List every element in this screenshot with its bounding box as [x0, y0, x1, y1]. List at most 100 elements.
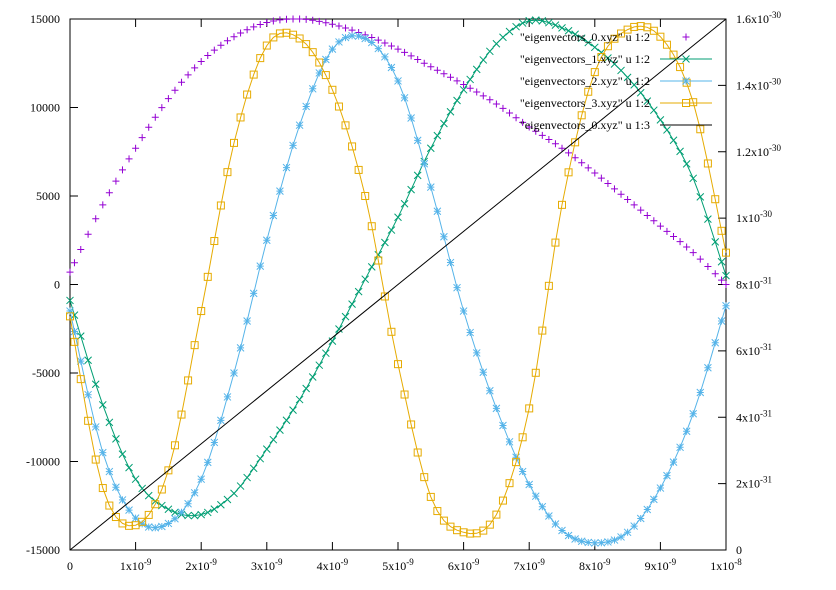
data-point	[656, 32, 665, 41]
data-point	[558, 526, 566, 535]
data-point	[472, 349, 481, 357]
data-point	[459, 307, 468, 315]
data-point	[164, 519, 173, 528]
data-point	[125, 506, 133, 514]
data-point	[505, 479, 514, 488]
data-point	[76, 375, 85, 384]
y2-tick-label: 8x10-31	[736, 276, 772, 292]
data-point	[453, 96, 461, 105]
data-point	[328, 337, 337, 345]
data-point	[177, 410, 186, 419]
data-point	[718, 276, 726, 284]
data-point	[401, 48, 409, 56]
data-point	[387, 42, 395, 50]
data-point	[656, 222, 664, 230]
x-tick-label: 5x10-9	[382, 557, 414, 573]
data-point	[367, 263, 376, 271]
data-point	[151, 500, 160, 509]
data-point	[217, 41, 225, 49]
data-point	[361, 192, 370, 200]
data-point	[446, 73, 454, 81]
data-point	[512, 453, 520, 462]
data-point	[308, 48, 317, 57]
data-point	[164, 505, 173, 514]
data-point	[223, 168, 232, 177]
data-point	[650, 217, 658, 225]
data-point	[492, 39, 501, 48]
data-point	[91, 423, 100, 431]
data-point	[676, 238, 684, 246]
data-point	[499, 421, 507, 430]
data-point	[210, 46, 218, 54]
legend-marker	[682, 99, 690, 107]
data-point	[446, 107, 455, 116]
data-point	[289, 141, 297, 150]
data-point	[66, 312, 74, 321]
data-point	[230, 489, 238, 498]
data-point	[669, 136, 678, 145]
data-point	[197, 475, 206, 484]
legend-label: "eigenvectors_0.xyz" u 1:2	[520, 30, 650, 44]
data-point	[321, 55, 330, 64]
y2-tick-label: 2x10-31	[736, 475, 772, 491]
series-0	[66, 15, 730, 288]
y-tick-label: 0	[54, 278, 60, 292]
data-point	[348, 300, 356, 308]
data-point	[407, 420, 416, 429]
data-point	[381, 238, 389, 247]
data-point	[565, 149, 573, 157]
data-point	[427, 63, 435, 71]
data-point	[144, 523, 153, 531]
data-point	[98, 448, 107, 457]
data-point	[354, 287, 363, 296]
data-point	[591, 169, 599, 177]
data-point	[315, 361, 324, 370]
data-point	[512, 22, 520, 31]
data-point	[603, 42, 612, 51]
data-point	[321, 71, 330, 80]
data-point	[649, 495, 658, 504]
data-point	[289, 15, 297, 23]
y-tick-label: -5000	[32, 366, 60, 380]
data-point	[249, 70, 258, 79]
data-point	[302, 102, 311, 111]
data-point	[577, 111, 586, 120]
data-point	[203, 508, 212, 517]
data-point	[446, 258, 455, 267]
data-point	[669, 458, 678, 466]
data-point	[597, 538, 606, 547]
x-tick-label: 2x10-9	[185, 557, 217, 573]
data-point	[171, 86, 179, 94]
data-point	[704, 215, 712, 223]
series-line	[69, 18, 727, 551]
data-point	[112, 177, 120, 185]
data-point	[623, 528, 632, 537]
data-point	[77, 246, 85, 254]
data-point	[604, 538, 612, 546]
data-point	[420, 59, 428, 67]
data-point	[223, 37, 231, 45]
data-point	[269, 17, 277, 25]
data-point	[348, 142, 357, 151]
data-point	[604, 54, 612, 62]
data-point	[243, 317, 251, 325]
data-point	[564, 168, 573, 177]
data-point	[84, 416, 93, 425]
data-point	[151, 523, 160, 532]
data-point	[584, 164, 592, 172]
y-tick-label: -10000	[26, 455, 60, 469]
data-point	[138, 484, 147, 493]
data-point	[683, 243, 691, 251]
data-point	[577, 34, 586, 43]
data-point	[256, 21, 264, 29]
data-point	[459, 85, 468, 94]
data-point	[282, 163, 291, 172]
data-point	[624, 196, 632, 204]
data-point	[689, 174, 698, 183]
legend-label: "eigenvectors_2.xyz" u 1:2	[520, 74, 650, 88]
data-point	[210, 237, 219, 246]
data-point	[322, 19, 330, 27]
data-point	[485, 47, 494, 56]
data-point	[722, 281, 730, 288]
data-point	[217, 500, 225, 509]
